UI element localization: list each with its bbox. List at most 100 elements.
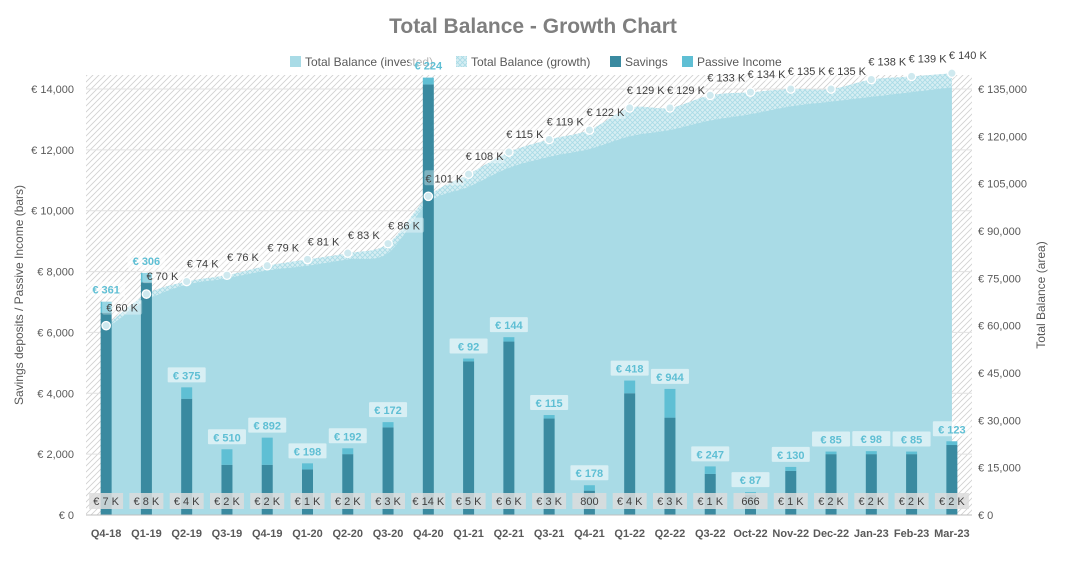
passive-income-label: € 224 xyxy=(415,61,443,73)
x-tick-label: Oct-22 xyxy=(733,528,767,540)
balance-label: € 129 K xyxy=(627,85,666,97)
savings-label-bg xyxy=(129,493,164,509)
savings-label-bg xyxy=(854,493,889,509)
legend-swatch xyxy=(290,56,301,67)
savings-label: € 14 K xyxy=(412,496,444,508)
balance-label-bg xyxy=(343,227,384,243)
y-right-tick-label: € 75,000 xyxy=(978,273,1021,285)
savings-label: € 2 K xyxy=(254,496,280,508)
x-tick-label: Jan-23 xyxy=(854,528,889,540)
y-right-tick-label: € 15,000 xyxy=(978,463,1021,475)
bar-passive-income xyxy=(825,451,837,455)
passive-income-label: € 418 xyxy=(616,364,644,376)
bar-savings xyxy=(503,341,515,515)
x-tick-label: Q3-21 xyxy=(534,528,565,540)
passive-income-label: € 375 xyxy=(173,370,201,382)
bar-passive-income xyxy=(302,463,313,470)
area-total-balance-invested xyxy=(106,87,952,515)
savings-label: € 5 K xyxy=(456,496,482,508)
balance-label-bg xyxy=(947,47,988,63)
x-tick-label: Q2-21 xyxy=(494,528,525,540)
legend-label: Passive Income xyxy=(697,55,782,69)
balance-label: € 74 K xyxy=(187,258,219,270)
passive-income-label: € 192 xyxy=(334,431,362,443)
passive-income-label-bg xyxy=(691,446,730,462)
passive-income-label-bg xyxy=(570,465,609,481)
savings-label: 800 xyxy=(580,496,598,508)
area-layer xyxy=(106,73,952,515)
balance-label: € 101 K xyxy=(425,173,464,185)
savings-label: € 2 K xyxy=(858,496,884,508)
passive-income-label-bg xyxy=(449,338,488,354)
passive-income-label-bg xyxy=(731,472,770,488)
balance-label: € 122 K xyxy=(586,107,625,119)
savings-label: € 3 K xyxy=(536,496,562,508)
bar-savings xyxy=(140,282,152,515)
passive-income-label: € 130 xyxy=(777,450,805,462)
savings-label: € 2 K xyxy=(899,496,925,508)
balance-label: € 139 K xyxy=(909,53,948,65)
y-left-tick-label: € 4,000 xyxy=(37,388,74,400)
marker-total-balance xyxy=(826,84,836,94)
bar-passive-income xyxy=(503,337,515,342)
marker-total-balance xyxy=(141,289,152,299)
savings-label-bg xyxy=(773,493,808,509)
y-left-tick-label: € 6,000 xyxy=(37,327,74,339)
balance-label-bg xyxy=(504,126,545,142)
passive-income-label: € 510 xyxy=(213,432,241,444)
balance-label: € 108 K xyxy=(466,151,505,163)
savings-label-bg xyxy=(652,493,687,509)
passive-income-label: € 178 xyxy=(576,468,604,480)
passive-income-label: € 123 xyxy=(938,424,966,436)
x-tick-label: Feb-23 xyxy=(894,528,929,540)
savings-label: € 3 K xyxy=(375,496,401,508)
bar-savings xyxy=(302,469,313,515)
y-left-tick-label: € 2,000 xyxy=(37,449,74,461)
marker-total-balance xyxy=(342,248,353,258)
savings-label-bg xyxy=(693,493,728,509)
bar-savings xyxy=(825,454,837,515)
x-tick-label: Q3-19 xyxy=(212,528,243,540)
bar-savings xyxy=(624,393,636,515)
passive-income-label: € 98 xyxy=(861,434,882,446)
marker-total-balance xyxy=(705,90,716,101)
marker-total-balance xyxy=(383,238,393,249)
balance-label-bg xyxy=(907,50,948,66)
marker-total-balance xyxy=(947,68,957,79)
passive-income-label-bg xyxy=(489,317,528,333)
x-tick-label: Mar-23 xyxy=(934,528,969,540)
x-tick-label: Q4-19 xyxy=(252,528,283,540)
bar-savings xyxy=(342,454,354,515)
y-right-tick-label: € 135,000 xyxy=(978,84,1027,96)
balance-label: € 135 K xyxy=(788,66,827,78)
balance-label: € 134 K xyxy=(748,69,787,81)
savings-label: € 1 K xyxy=(697,496,723,508)
bar-savings xyxy=(382,427,394,515)
savings-label: € 2 K xyxy=(214,496,240,508)
savings-label-bg xyxy=(371,493,406,509)
savings-label: € 6 K xyxy=(496,496,522,508)
passive-income-label: € 247 xyxy=(696,449,724,461)
bar-passive-income xyxy=(261,437,273,465)
balance-label: € 70 K xyxy=(147,271,179,283)
passive-income-label-bg xyxy=(127,252,166,268)
balance-label: € 135 K xyxy=(828,66,867,78)
savings-label-bg xyxy=(572,493,607,509)
y-right-tick-label: € 60,000 xyxy=(978,321,1021,333)
passive-income-label: € 944 xyxy=(656,372,684,384)
savings-label-bg xyxy=(733,493,768,509)
passive-income-label-bg xyxy=(892,431,931,447)
savings-label-bg xyxy=(934,493,969,509)
savings-label-bg xyxy=(209,493,244,509)
balance-label-bg xyxy=(786,63,827,78)
savings-label: 666 xyxy=(741,496,759,508)
bar-savings xyxy=(100,312,112,515)
savings-label: € 4 K xyxy=(617,496,643,508)
passive-income-label-bg xyxy=(530,395,569,411)
bar-savings xyxy=(664,417,676,515)
savings-label-bg xyxy=(290,493,325,509)
x-tick-label: Q4-21 xyxy=(574,528,605,540)
bar-savings xyxy=(463,361,475,515)
balance-label-bg xyxy=(665,81,706,97)
